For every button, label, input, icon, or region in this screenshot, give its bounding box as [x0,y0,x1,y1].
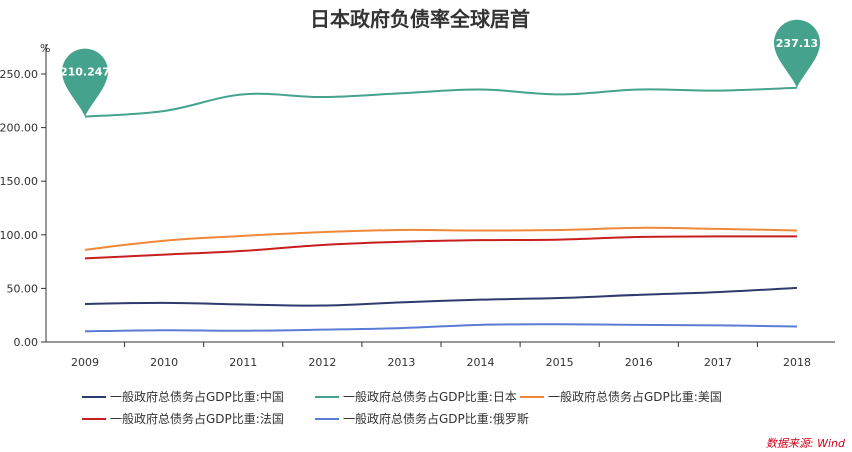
x-tick-label: 2011 [229,356,257,369]
legend-label: 一般政府总债务占GDP比重:中国 [110,389,284,404]
y-axis-unit: % [40,42,50,55]
series-line-0 [84,286,798,307]
x-tick-label: 2018 [783,356,811,369]
legend-item[interactable]: 一般政府总债务占GDP比重:法国 [82,411,284,426]
chart-title: 日本政府负债率全球居首 [310,7,530,31]
x-tick-label: 2010 [150,356,178,369]
legend: 一般政府总债务占GDP比重:中国 一般政府总债务占GDP比重:日本 一般政府总债务占… [82,389,722,426]
legend-label: 一般政府总债务占GDP比重:美国 [548,389,722,404]
series-line-2 [84,226,798,251]
y-tick-label: 100.00 [0,229,38,242]
series-line-4 [84,323,798,333]
y-tick-label: 50.00 [7,282,39,295]
pin-label: 237.13 [776,37,818,50]
pin-label: 210.247 [60,66,110,79]
legend-label: 一般政府总债务占GDP比重:日本 [343,389,517,404]
legend-item[interactable]: 一般政府总债务占GDP比重:中国 [82,389,284,404]
legend-item[interactable]: 一般政府总债务占GDP比重:美国 [520,389,722,404]
y-tick-label: 250.00 [0,68,38,81]
series-line-1 [84,86,798,118]
legend-label: 一般政府总债务占GDP比重:俄罗斯 [343,411,529,426]
x-tick-label: 2015 [546,356,574,369]
x-tick-label: 2012 [308,356,336,369]
x-tick-label: 2016 [625,356,653,369]
y-tick-label: 200.00 [0,122,38,135]
axes: 0.00 50.00 100.00 150.00 200.00 250.00 2009 201… [0,44,835,369]
x-tick-label: 2014 [467,356,495,369]
legend-label: 一般政府总债务占GDP比重:法国 [110,411,284,426]
legend-item[interactable]: 一般政府总债务占GDP比重:俄罗斯 [315,411,529,426]
annotation-pins: 210.247 237.13 [60,19,820,117]
y-tick-label: 0.00 [14,336,39,349]
value-pin: 210.247 [60,48,110,117]
y-tick-label: 150.00 [0,175,38,188]
x-tick-label: 2017 [704,356,732,369]
series-lines [84,86,798,333]
series-line-3 [84,235,798,260]
legend-item[interactable]: 一般政府总债务占GDP比重:日本 [315,389,517,404]
value-pin: 237.13 [774,19,820,88]
x-tick-label: 2013 [387,356,415,369]
pin-shape [774,19,820,88]
source-note: 数据来源: Wind [766,437,846,450]
x-tick-label: 2009 [71,356,99,369]
pin-shape [62,48,108,117]
